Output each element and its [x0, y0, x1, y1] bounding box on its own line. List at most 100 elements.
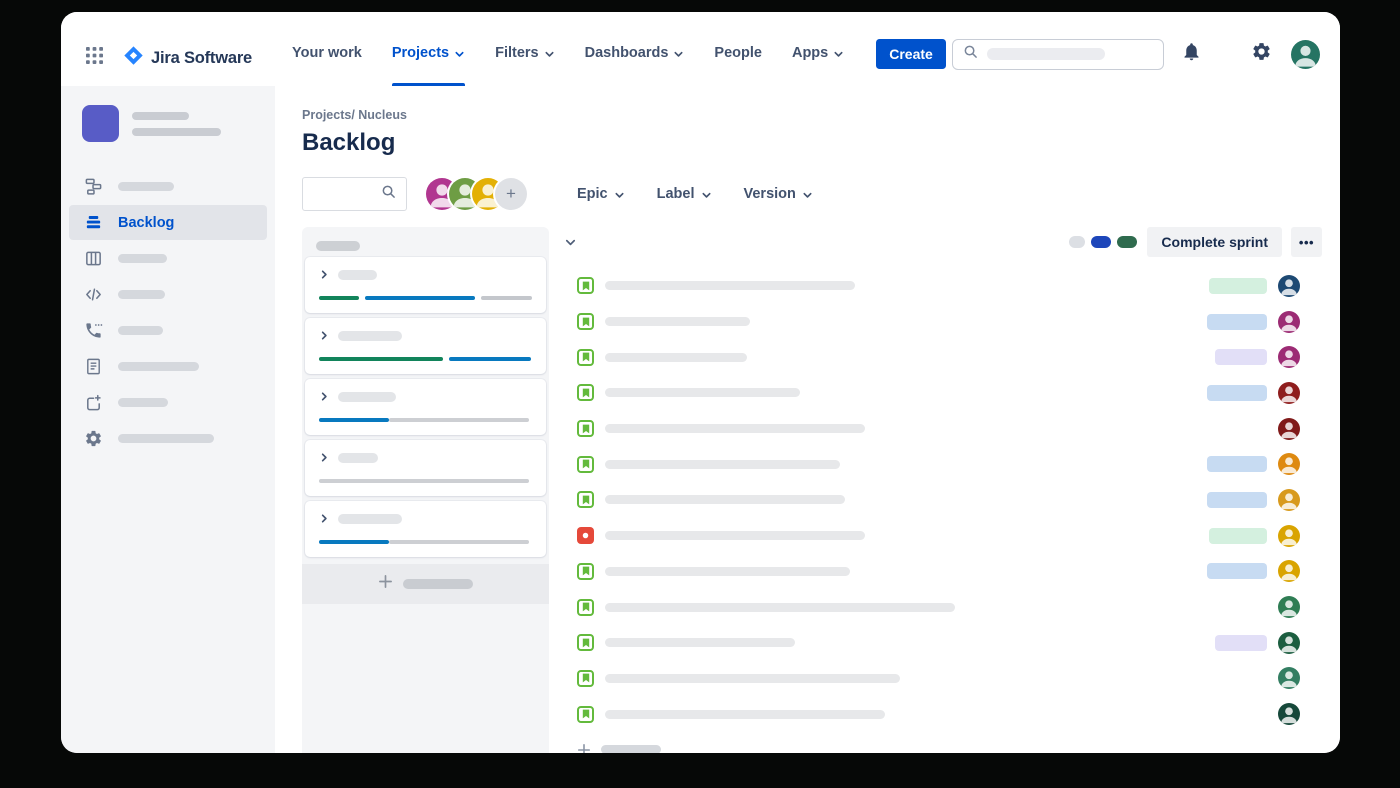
- sprint-card-header: [319, 269, 532, 280]
- sprint-card-5[interactable]: [305, 501, 546, 557]
- settings-button[interactable]: [1246, 39, 1276, 69]
- nav-item-label: People: [714, 45, 762, 61]
- story-icon: [577, 420, 594, 438]
- status-pill: [1209, 527, 1267, 544]
- project-name-bar: [132, 111, 189, 120]
- sidebar-item-placeholder: [118, 326, 163, 335]
- issue-row-11[interactable]: [561, 625, 1322, 661]
- chevron-right-icon[interactable]: [319, 513, 330, 524]
- board-search-input[interactable]: [302, 177, 407, 211]
- issue-row-8[interactable]: [561, 518, 1322, 554]
- sprint-card-1[interactable]: [305, 257, 546, 313]
- issue-row-1[interactable]: [561, 268, 1322, 304]
- sprint-card-4[interactable]: [305, 440, 546, 496]
- sprint-card-title-placeholder: [338, 330, 402, 341]
- nav-item-people[interactable]: People: [714, 30, 762, 86]
- filter-label[interactable]: Label: [657, 186, 712, 202]
- story-icon: [577, 277, 594, 295]
- issue-summary-placeholder: [605, 673, 900, 683]
- complete-sprint-button[interactable]: Complete sprint: [1147, 227, 1282, 257]
- sprint-card-title-placeholder: [338, 391, 396, 402]
- notifications-button[interactable]: [1176, 39, 1206, 69]
- issue-row-7[interactable]: [561, 482, 1322, 518]
- nav-right-group: [952, 38, 1320, 70]
- status-dot-1: [1069, 236, 1086, 248]
- issue-row-6[interactable]: [561, 446, 1322, 482]
- filter-label: Epic: [577, 186, 608, 202]
- sprint-card-header: [319, 391, 532, 402]
- filter-version[interactable]: Version: [744, 186, 813, 202]
- sidebar-item-shortcut[interactable]: [69, 385, 267, 420]
- page-title: Backlog: [302, 129, 396, 156]
- issue-row-10[interactable]: [561, 589, 1322, 625]
- create-button[interactable]: Create: [876, 39, 946, 69]
- create-issue-button[interactable]: [561, 732, 1322, 753]
- assignee-avatar: [1278, 631, 1300, 654]
- sidebar-item-code[interactable]: [69, 277, 267, 312]
- sprint-card-2[interactable]: [305, 318, 546, 374]
- assignee-avatar: [1278, 703, 1300, 726]
- sidebar-item-roadmap[interactable]: [69, 169, 267, 204]
- nav-item-filters[interactable]: Filters: [495, 30, 555, 86]
- issue-row-5[interactable]: [561, 411, 1322, 447]
- assignee-avatar: [1278, 488, 1300, 511]
- global-search-input[interactable]: [952, 38, 1164, 70]
- nav-item-your-work[interactable]: Your work: [292, 30, 362, 86]
- gear-icon: [1251, 41, 1272, 67]
- sidebar-item-settings[interactable]: [69, 421, 267, 456]
- assignee-avatar: [1278, 346, 1300, 369]
- issue-row-9[interactable]: [561, 554, 1322, 590]
- nav-item-dashboards[interactable]: Dashboards: [585, 30, 685, 86]
- app-switcher-button[interactable]: [81, 45, 107, 71]
- sprint-card-3[interactable]: [305, 379, 546, 435]
- create-sprint-placeholder: [403, 579, 473, 589]
- sprint-more-button[interactable]: •••: [1291, 227, 1322, 257]
- project-sidebar: Backlog: [61, 86, 275, 753]
- project-header[interactable]: [61, 105, 275, 142]
- assignee-avatar: [1278, 381, 1300, 404]
- chevron-right-icon[interactable]: [319, 330, 330, 341]
- chevron-down-icon: [614, 190, 625, 201]
- progress-segment: [319, 418, 389, 422]
- active-sprint-section: Complete sprint •••: [561, 227, 1340, 753]
- sidebar-item-board[interactable]: [69, 241, 267, 276]
- nav-item-apps[interactable]: Apps: [792, 30, 844, 86]
- story-icon: [577, 598, 594, 616]
- nav-item-projects[interactable]: Projects: [391, 30, 466, 86]
- chevron-right-icon[interactable]: [319, 269, 330, 280]
- progress-segment: [319, 296, 359, 300]
- sprint-progress-bar: [319, 296, 532, 300]
- jira-logo[interactable]: Jira Software: [123, 45, 252, 71]
- issue-row-4[interactable]: [561, 375, 1322, 411]
- chevron-down-icon: [701, 190, 712, 201]
- issue-row-3[interactable]: [561, 339, 1322, 375]
- chevron-right-icon[interactable]: [319, 391, 330, 402]
- backlog-content: Complete sprint •••: [302, 227, 1340, 753]
- assignee-avatar: [1278, 560, 1300, 583]
- profile-avatar[interactable]: [1291, 39, 1320, 69]
- oncall-icon: [83, 321, 103, 341]
- sidebar-item-backlog[interactable]: Backlog: [69, 205, 267, 240]
- filter-epic[interactable]: Epic: [577, 186, 625, 202]
- sprint-progress-bar: [319, 540, 532, 544]
- create-issue-placeholder: [601, 745, 661, 753]
- sidebar-item-pages[interactable]: [69, 349, 267, 384]
- assignee-avatar: [1278, 596, 1300, 619]
- progress-segment: [449, 357, 531, 361]
- issue-row-2[interactable]: [561, 304, 1322, 340]
- create-sprint-button[interactable]: [302, 564, 549, 604]
- story-icon: [577, 313, 594, 331]
- breadcrumb[interactable]: Projects/ Nucleus: [302, 108, 407, 122]
- issue-row-12[interactable]: [561, 661, 1322, 697]
- sprint-card-header: [319, 513, 532, 524]
- chevron-down-icon[interactable]: [564, 236, 577, 249]
- issue-summary-placeholder: [605, 709, 885, 719]
- add-member-button[interactable]: +: [495, 178, 527, 210]
- sidebar-item-oncall[interactable]: [69, 313, 267, 348]
- assignee-avatar: [1278, 524, 1300, 547]
- issue-row-meta: [1215, 631, 1322, 654]
- chevron-right-icon[interactable]: [319, 452, 330, 463]
- issue-row-13[interactable]: [561, 696, 1322, 732]
- filter-group: Epic Label Version: [577, 186, 813, 202]
- issue-row-meta: [1209, 524, 1322, 547]
